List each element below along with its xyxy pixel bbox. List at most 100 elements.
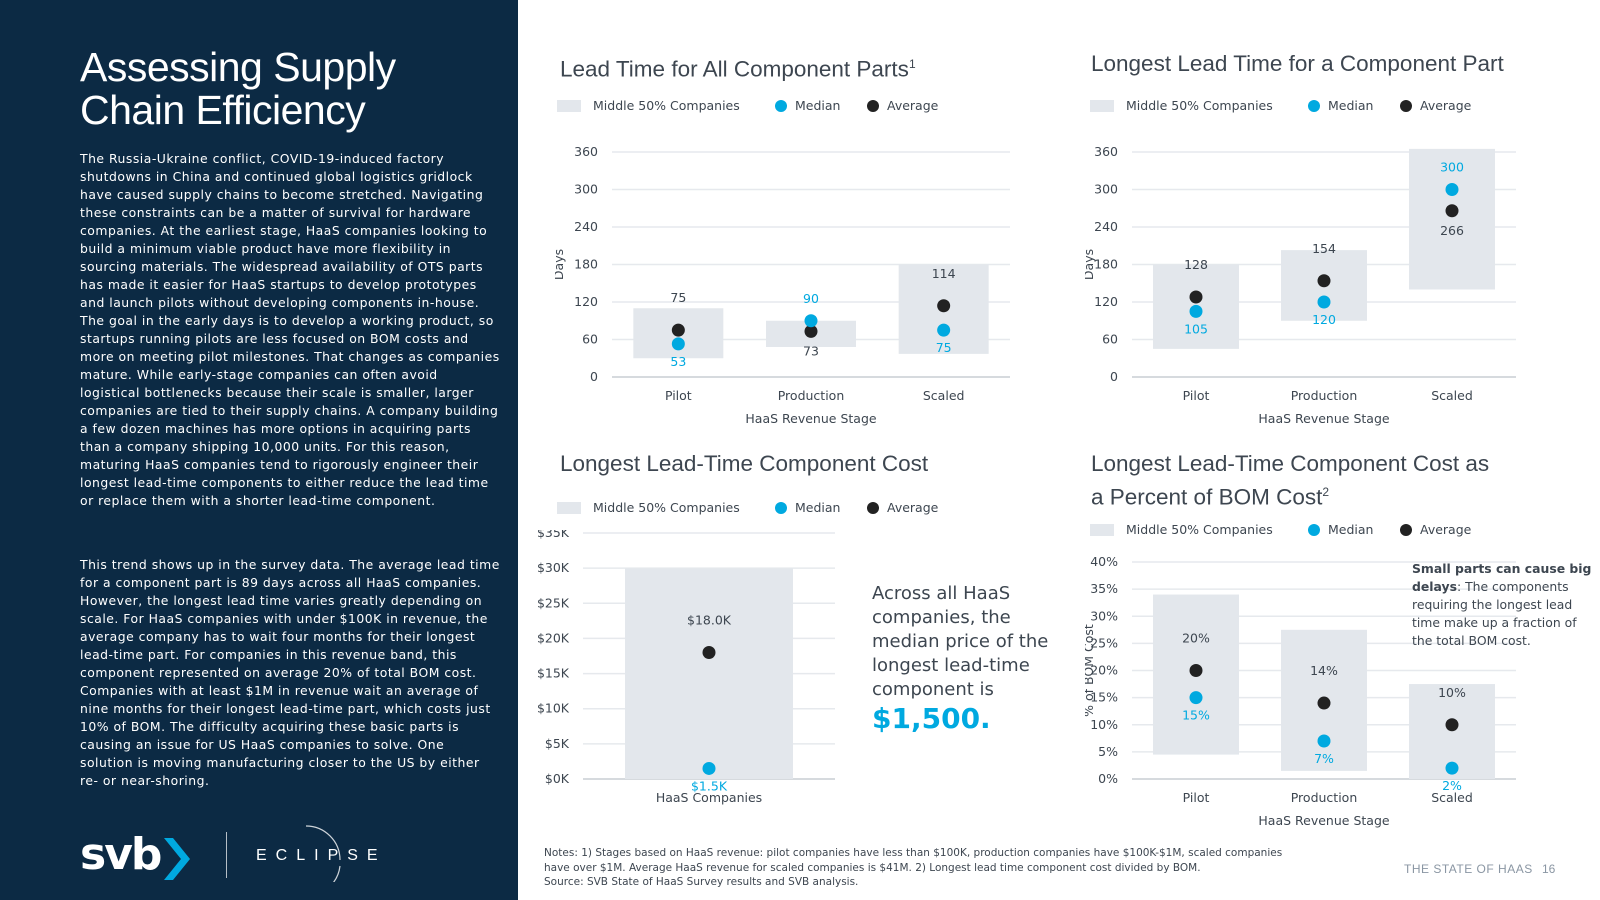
eclipse-arc-icon xyxy=(305,825,341,882)
median-dot xyxy=(702,761,716,775)
x-tick-label: Scaled xyxy=(1431,790,1473,805)
chart2-longest-lead-time: 0 60 120 180 240 300 360 Days 128 105 Pilot 154 120 P… xyxy=(1085,144,1516,426)
median-value-label: 15% xyxy=(1182,708,1210,723)
x-tick-label: Scaled xyxy=(1431,388,1473,403)
trend-paragraph: This trend shows up in the survey data. … xyxy=(80,557,500,788)
range-bar xyxy=(625,568,793,779)
legend-median-dot xyxy=(775,100,787,112)
y-axis-label: Days xyxy=(1085,249,1096,280)
y-tick-label: 0 xyxy=(590,369,598,384)
average-value-label: 75 xyxy=(670,290,686,305)
y-tick-label: 30% xyxy=(1090,608,1118,623)
median-value-label: 120 xyxy=(1312,312,1336,327)
y-tick-label: $5K xyxy=(545,736,570,751)
legend-average-dot xyxy=(867,502,879,514)
y-tick-label: 40% xyxy=(1090,555,1118,569)
x-axis-label: HaaS Revenue Stage xyxy=(745,411,876,426)
source-line: Source: SVB State of HaaS Survey results… xyxy=(544,876,859,888)
average-dot xyxy=(671,323,685,337)
legend-median-label: Median xyxy=(795,98,841,113)
y-axis-label: Days xyxy=(555,249,566,280)
legend-range-swatch xyxy=(1090,100,1114,112)
y-tick-label: 10% xyxy=(1090,717,1118,732)
chart3-legend: Middle 50% Companies Median Average xyxy=(557,500,977,516)
median-value-label: 105 xyxy=(1184,321,1208,336)
median-value-label: 300 xyxy=(1440,160,1464,175)
left-panel: Assessing Supply Chain Efficiency The Ru… xyxy=(0,0,518,900)
average-dot xyxy=(1317,274,1331,288)
y-tick-label: 0% xyxy=(1098,771,1118,786)
chart1-title: Lead Time for All Component Parts1 xyxy=(560,56,916,82)
average-dot xyxy=(1317,696,1331,710)
y-tick-label: 25% xyxy=(1090,635,1118,650)
callout-text: Across all HaaS companies, the median pr… xyxy=(872,583,1049,700)
median-dot xyxy=(937,323,951,337)
median-dot xyxy=(804,314,818,328)
median-dot xyxy=(1317,734,1331,748)
y-tick-label: 360 xyxy=(1094,144,1118,159)
y-tick-label: 120 xyxy=(574,294,598,309)
legend-median-dot xyxy=(1308,524,1320,536)
legend-range-label: Middle 50% Companies xyxy=(1126,98,1273,113)
y-tick-label: 120 xyxy=(1094,294,1118,309)
y-tick-label: 35% xyxy=(1090,581,1118,596)
svb-chevron-icon xyxy=(164,838,190,880)
page-title: Assessing Supply Chain Efficiency xyxy=(80,44,396,133)
chart4-percent-bom: 0%5%10%15%20%25%30%35%40%% of BOM Cost20… xyxy=(1085,555,1516,828)
x-tick-label: Production xyxy=(1291,790,1358,805)
sidenote-bold: Small parts can cause big delays xyxy=(1412,561,1592,594)
legend-range-label: Middle 50% Companies xyxy=(593,500,740,515)
average-value-label: $18.0K xyxy=(687,612,732,627)
legend-average-dot xyxy=(1400,100,1412,112)
footer-title: THE STATE OF HAAS xyxy=(1404,862,1533,876)
notes-line: Notes: 1) Stages based on HaaS revenue: … xyxy=(544,847,1283,874)
y-tick-label: 300 xyxy=(1094,182,1118,197)
chart4-legend: Middle 50% Companies Median Average xyxy=(1090,522,1510,538)
median-value-label: 53 xyxy=(670,354,686,369)
y-tick-label: 60 xyxy=(1102,332,1118,347)
median-value-label: 75 xyxy=(936,340,952,355)
average-value-label: 114 xyxy=(932,266,956,281)
average-value-label: 154 xyxy=(1312,241,1336,256)
average-dot xyxy=(702,645,716,659)
sidenote-text: : The components requiring the longest l… xyxy=(1412,579,1577,648)
average-dot xyxy=(937,299,951,313)
average-value-label: 20% xyxy=(1182,631,1210,646)
y-tick-label: 180 xyxy=(1094,257,1118,272)
legend-range-swatch xyxy=(557,502,581,514)
average-dot xyxy=(804,324,818,338)
y-tick-label: 60 xyxy=(582,332,598,347)
y-tick-label: 240 xyxy=(1094,219,1118,234)
legend-average-label: Average xyxy=(887,98,939,113)
eclipse-logo: ECLIPSE xyxy=(256,847,387,864)
chart2-title: Longest Lead Time for a Component Part xyxy=(1091,51,1504,76)
y-tick-label: $35K xyxy=(537,530,570,540)
median-dot xyxy=(671,337,685,351)
legend-average-label: Average xyxy=(1420,522,1472,537)
y-tick-label: 15% xyxy=(1090,690,1118,705)
page-number: 16 xyxy=(1542,862,1556,876)
median-value-label: $1.5K xyxy=(691,778,728,793)
y-tick-label: $25K xyxy=(537,595,570,610)
average-value-label: 73 xyxy=(803,343,819,358)
average-dot xyxy=(1189,664,1203,677)
chart4-title: Longest Lead-Time Component Cost as a Pe… xyxy=(1091,451,1490,510)
x-tick-label: Pilot xyxy=(1183,790,1210,805)
legend-median-dot xyxy=(1308,100,1320,112)
y-tick-label: 360 xyxy=(574,144,598,159)
intro-paragraph: The Russia-Ukraine conflict, COVID-19-in… xyxy=(80,151,500,508)
median-value-label: 2% xyxy=(1442,778,1462,793)
legend-range-swatch xyxy=(1090,524,1114,536)
y-tick-label: $10K xyxy=(537,701,570,716)
x-axis-label: HaaS Revenue Stage xyxy=(1258,813,1389,828)
average-value-label: 128 xyxy=(1184,257,1208,272)
chart1-legend: Middle 50% Companies Median Average xyxy=(557,98,977,114)
median-dot xyxy=(1445,183,1459,196)
median-dot xyxy=(1445,761,1459,775)
sidenote: Small parts can cause big delays: The co… xyxy=(1412,560,1592,650)
average-dot xyxy=(1189,290,1203,304)
legend-median-label: Median xyxy=(795,500,841,515)
average-value-label: 10% xyxy=(1438,685,1466,700)
y-tick-label: 5% xyxy=(1098,744,1118,759)
range-bar xyxy=(1409,148,1495,290)
